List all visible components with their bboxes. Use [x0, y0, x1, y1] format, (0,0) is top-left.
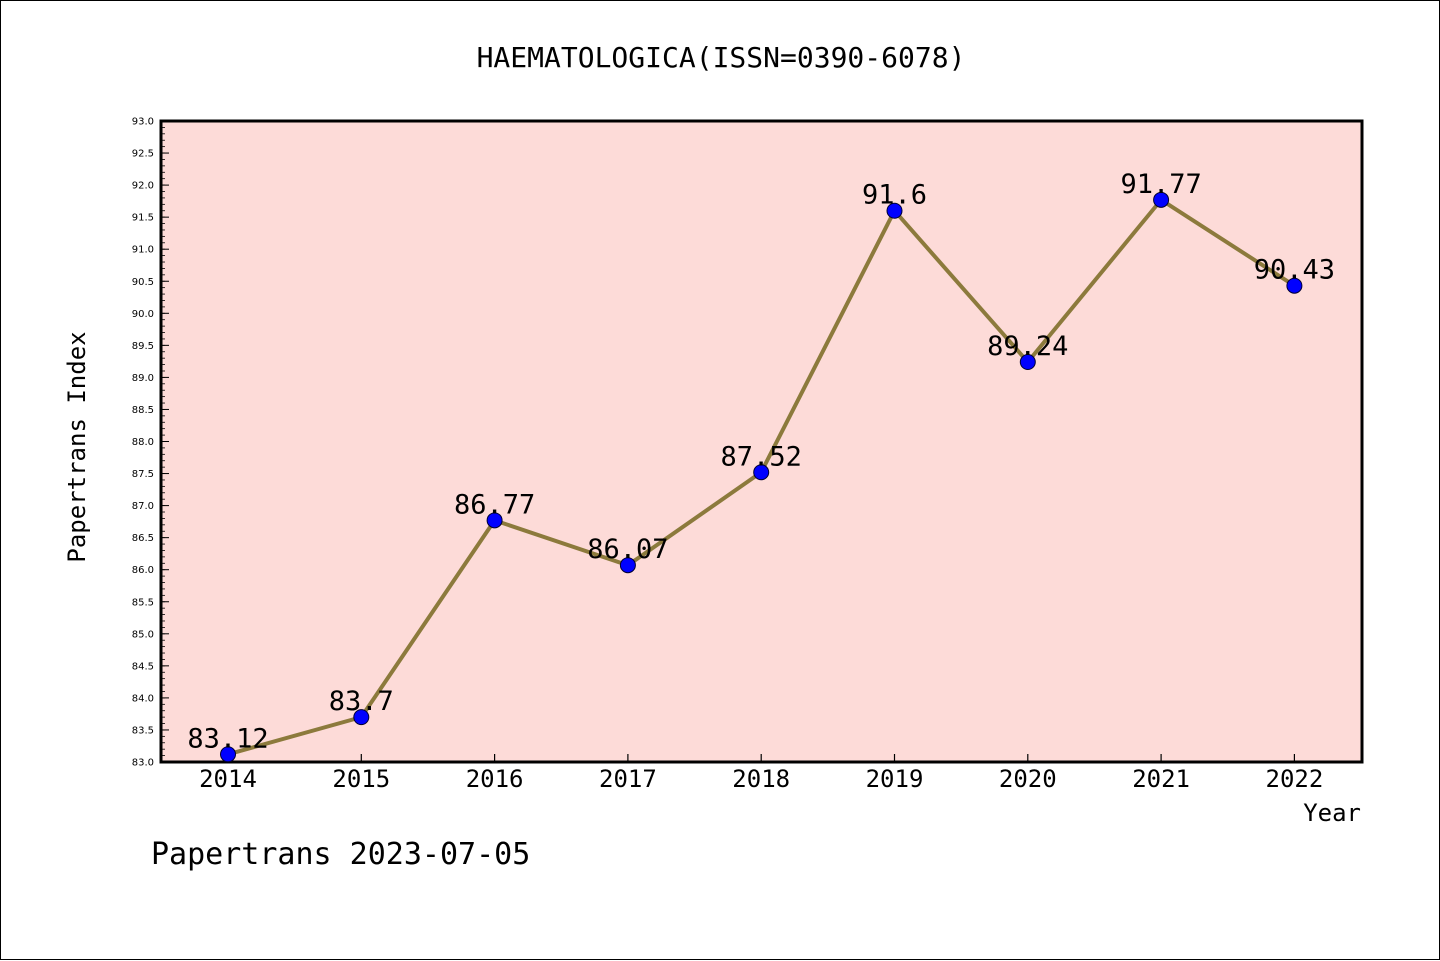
x-tick-label: 2019: [866, 765, 924, 793]
footer-text: Papertrans 2023-07-05: [151, 837, 530, 872]
y-tick-label: 89.0: [132, 373, 154, 384]
data-point: [619, 557, 636, 574]
y-tick-label: 87.0: [132, 501, 154, 512]
x-axis-label: Year: [1303, 799, 1361, 827]
x-tick-label: 2017: [599, 765, 657, 793]
y-tick-label: 84.0: [132, 693, 154, 704]
data-point: [1153, 191, 1170, 208]
x-tick-label: 2021: [1132, 765, 1190, 793]
data-point: [886, 202, 903, 219]
data-labels: 83.12 83.7 86.77 86.07 87.52 91.6 89.24 91.77 90…: [187, 169, 1335, 754]
y-tick-label: 93.0: [132, 117, 154, 128]
y-tick-label: 84.5: [132, 661, 154, 672]
chart-title: HAEMATOLOGICA(ISSN=0390-6078): [477, 41, 966, 74]
y-tick-label: 92.5: [132, 149, 154, 160]
y-axis: 83.0 83.5 84.0 84.5 85.0 85.5 86.0 86.5 87.0 87.5…: [132, 117, 169, 769]
data-label: 87.52: [721, 441, 802, 472]
y-tick-label: 88.5: [132, 405, 154, 416]
y-tick-label: 91.0: [132, 245, 154, 256]
x-tick-label: 2015: [332, 765, 390, 793]
x-tick-label: 2018: [732, 765, 790, 793]
data-point: [753, 464, 770, 481]
data-label: 86.07: [587, 534, 668, 565]
y-tick-label: 90.5: [132, 277, 154, 288]
y-tick-label: 85.0: [132, 629, 154, 640]
x-tick-label: 2014: [199, 765, 257, 793]
data-label: 83.12: [187, 723, 268, 754]
y-tick-label: 91.5: [132, 213, 154, 224]
plot-area: [159, 119, 1364, 764]
data-point: [1286, 277, 1303, 294]
x-tick-label: 2016: [466, 765, 524, 793]
y-tick-label: 87.5: [132, 469, 154, 480]
series-papertrans-index: [220, 191, 1303, 763]
x-tick-label: 2022: [1266, 765, 1324, 793]
data-label: 89.24: [987, 331, 1068, 362]
y-tick-label: 85.5: [132, 597, 154, 608]
data-point: [220, 746, 236, 763]
y-axis-label: Papertrans Index: [63, 331, 91, 562]
x-tick-label: 2020: [999, 765, 1057, 793]
y-tick-label: 83.0: [132, 758, 154, 769]
data-point: [1019, 354, 1036, 371]
y-tick-label: 83.5: [132, 725, 154, 736]
y-tick-label: 90.0: [132, 309, 154, 320]
y-tick-label: 89.5: [132, 341, 154, 352]
data-label: 83.7: [329, 686, 394, 717]
data-label: 86.77: [454, 489, 535, 520]
data-point: [353, 709, 370, 726]
data-point: [486, 512, 503, 529]
y-tick-label: 86.5: [132, 533, 154, 544]
y-tick-label: 86.0: [132, 565, 154, 576]
y-tick-label: 92.0: [132, 181, 154, 192]
y-tick-label: 88.0: [132, 437, 154, 448]
data-label: 91.6: [862, 180, 927, 211]
x-axis: 2014 2015 2016 2017 2018 2019 2020 2021 2022: [199, 754, 1323, 793]
data-label: 90.43: [1254, 255, 1335, 286]
data-label: 91.77: [1120, 169, 1201, 200]
